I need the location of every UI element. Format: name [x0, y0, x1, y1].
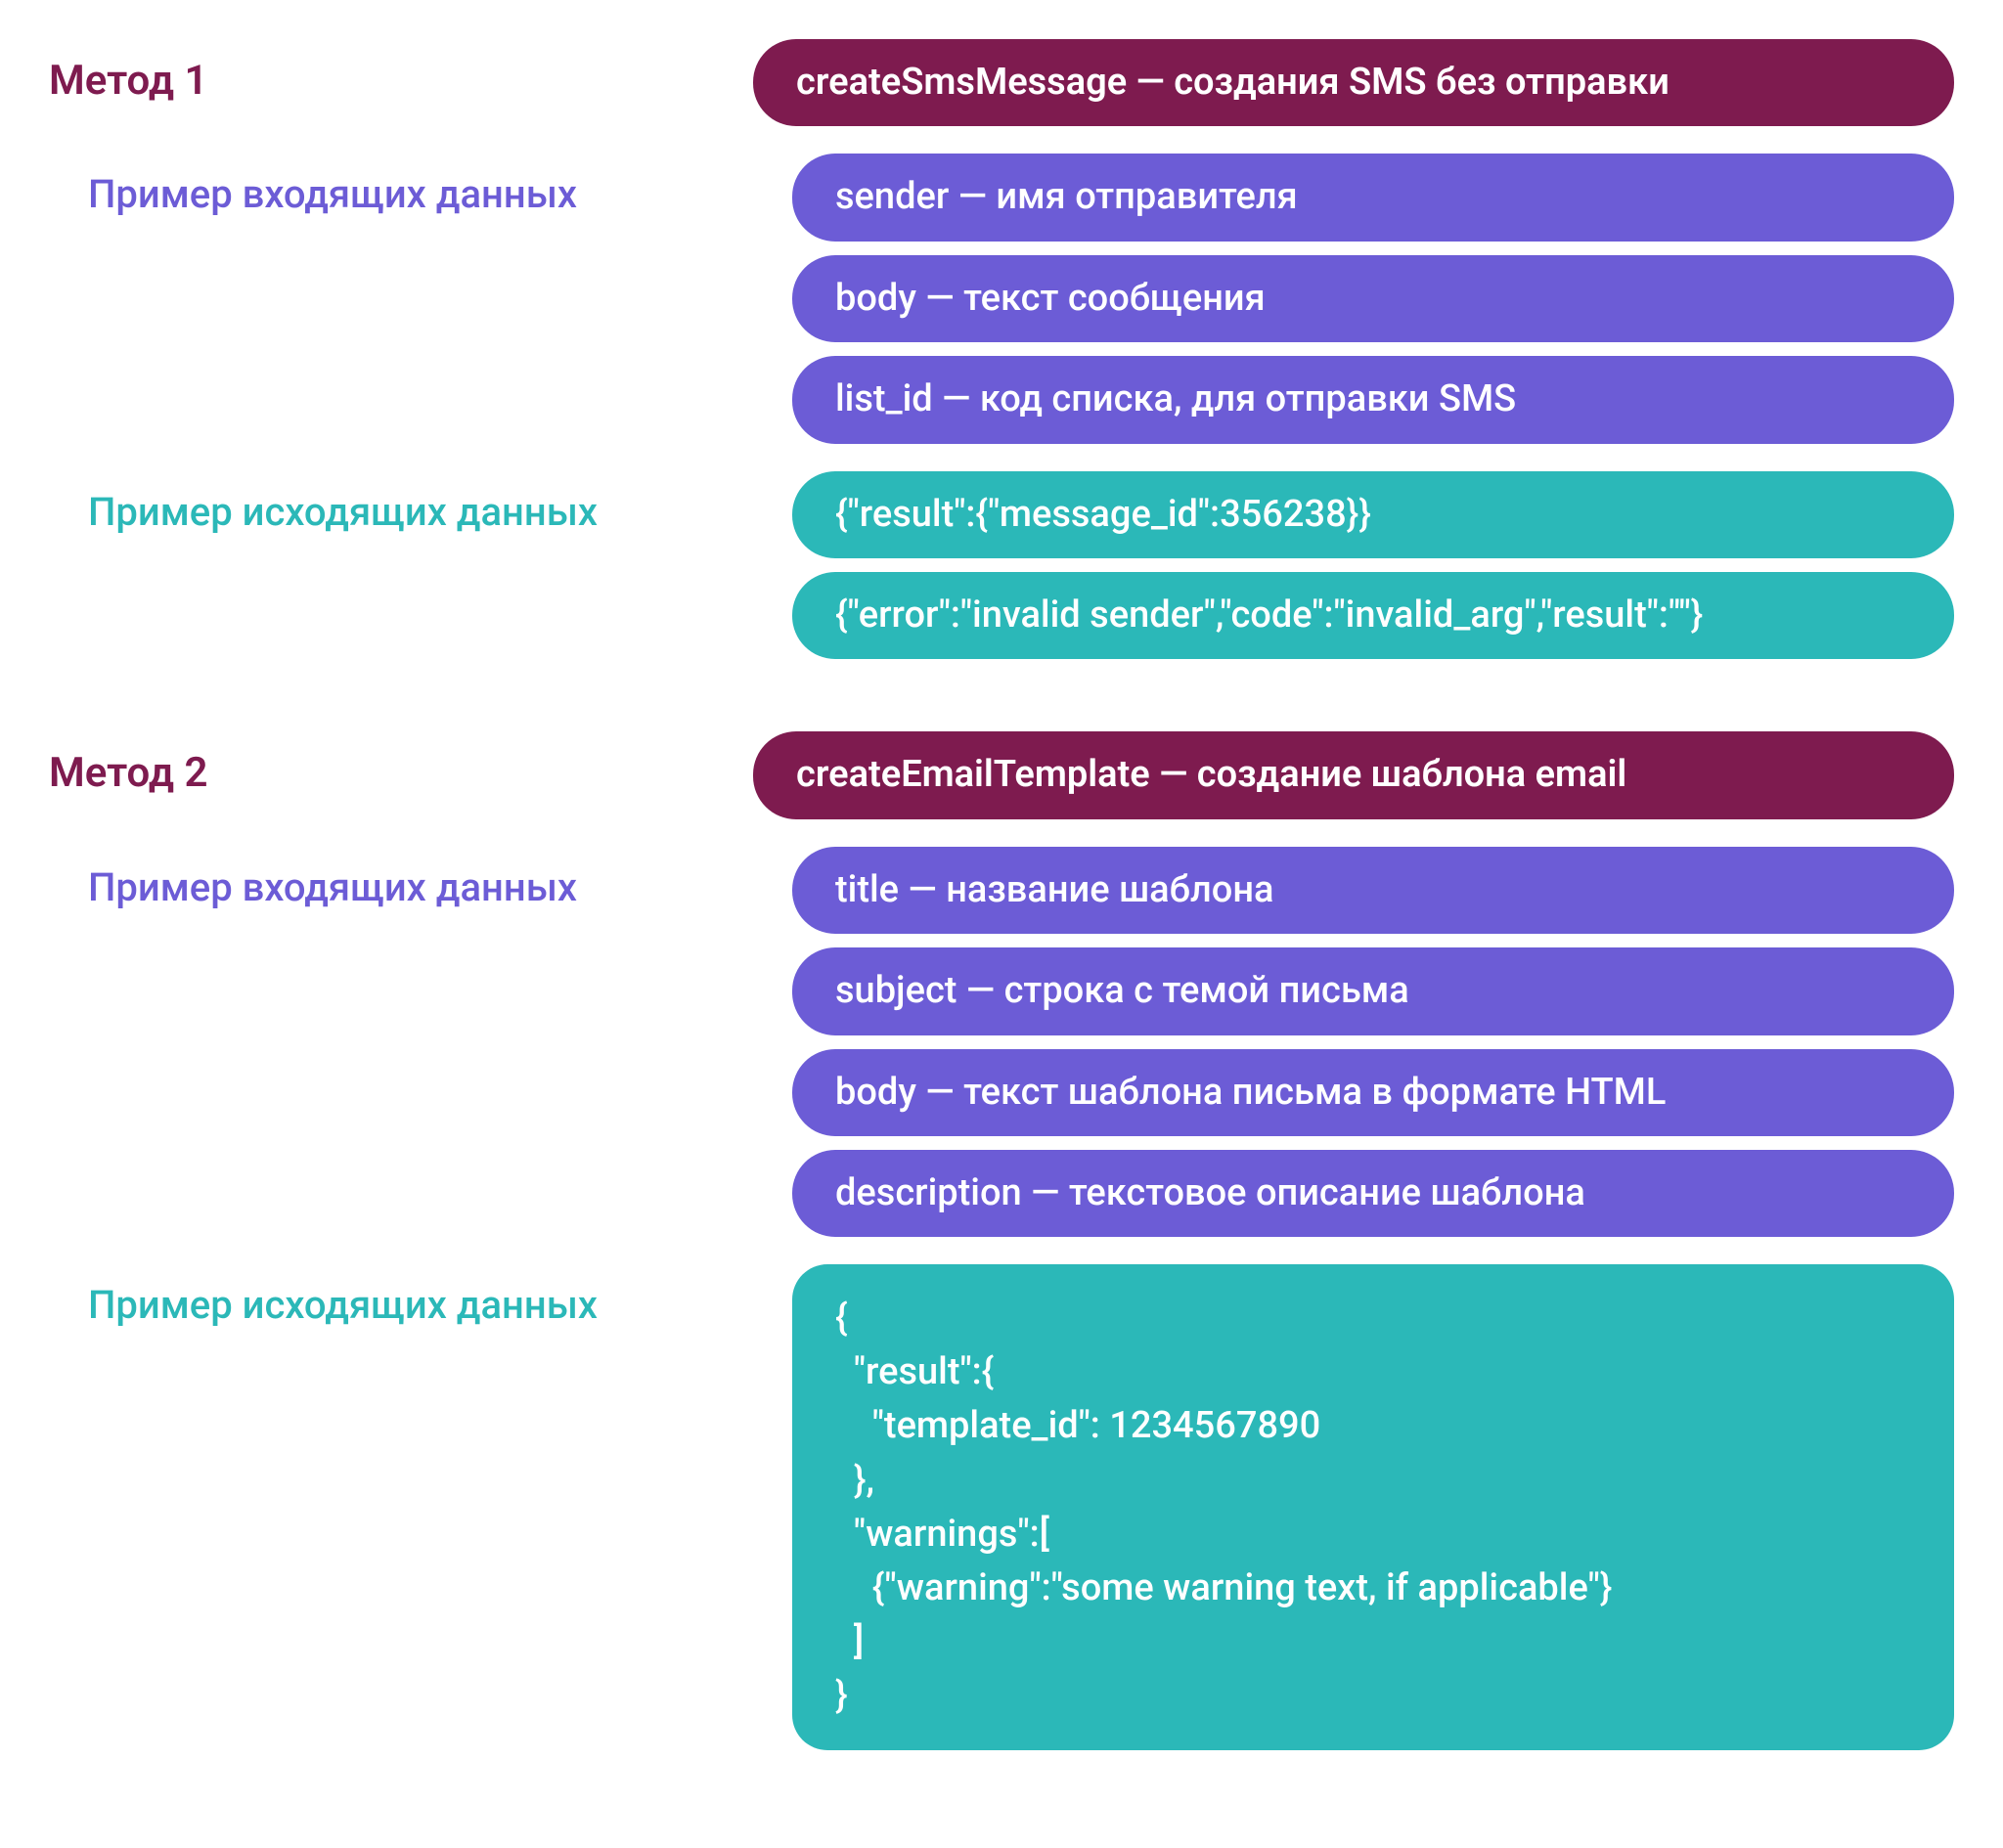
input-section-label: Пример входящих данных: [49, 864, 753, 910]
input-param-pill: list_id — код списка, для отправки SMS: [792, 356, 1954, 443]
method-block: Метод 2createEmailTemplate — создание ша…: [49, 731, 1954, 1750]
input-param-pill: subject — строка с темой письма: [792, 947, 1954, 1034]
method-title: Метод 2: [49, 749, 753, 797]
input-param-pill: title — название шаблона: [792, 847, 1954, 934]
input-param-pill: description — текстовое описание шаблона: [792, 1150, 1954, 1237]
method-title: Метод 1: [49, 57, 753, 105]
input-param-pill: body — текст сообщения: [792, 255, 1954, 342]
output-example-pill: {"result":{"message_id":356238}}: [792, 471, 1954, 558]
method-header-pill: createEmailTemplate — создание шаблона e…: [753, 731, 1954, 818]
input-param-pill: sender — имя отправителя: [792, 154, 1954, 241]
input-param-pill: body — текст шаблона письма в формате HT…: [792, 1049, 1954, 1136]
output-code-block: { "result":{ "template_id": 1234567890 }…: [792, 1264, 1954, 1750]
method-block: Метод 1createSmsMessage — создания SMS б…: [49, 39, 1954, 673]
output-section-label: Пример исходящих данных: [49, 489, 753, 535]
method-header-pill: createSmsMessage — создания SMS без отпр…: [753, 39, 1954, 126]
output-section-label: Пример исходящих данных: [49, 1282, 753, 1328]
output-example-pill: {"error":"invalid sender","code":"invali…: [792, 572, 1954, 659]
input-section-label: Пример входящих данных: [49, 171, 753, 217]
